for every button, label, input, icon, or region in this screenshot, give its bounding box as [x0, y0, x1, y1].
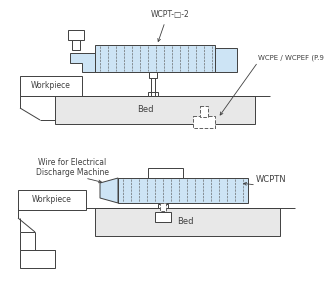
Polygon shape [100, 178, 118, 203]
Bar [55, 96, 255, 124]
Text: Workpiece: Workpiece [32, 195, 72, 205]
Bar [20, 250, 55, 268]
Text: WCPTN: WCPTN [256, 176, 287, 184]
Bar [18, 190, 86, 210]
Bar [148, 168, 183, 178]
Bar [160, 203, 166, 211]
Bar [215, 48, 237, 72]
Text: Wire for Electrical
Discharge Machine: Wire for Electrical Discharge Machine [36, 158, 109, 177]
Bar [200, 106, 208, 117]
Bar [20, 76, 82, 96]
Bar [148, 92, 158, 96]
Bar [72, 40, 80, 50]
Text: Bed: Bed [177, 217, 193, 227]
Bar [158, 204, 168, 208]
Text: WCPE / WCPEF (P.920): WCPE / WCPEF (P.920) [258, 55, 324, 61]
Text: Workpiece: Workpiece [31, 81, 71, 91]
Text: WCPT-□-2: WCPT-□-2 [151, 10, 189, 19]
Bar [68, 30, 84, 40]
Bar [95, 45, 215, 72]
Bar [155, 212, 171, 222]
Bar [193, 116, 215, 128]
Bar [95, 208, 280, 236]
Polygon shape [70, 53, 95, 72]
Bar [149, 72, 157, 78]
Bar [118, 178, 248, 203]
Text: Bed: Bed [137, 105, 153, 115]
